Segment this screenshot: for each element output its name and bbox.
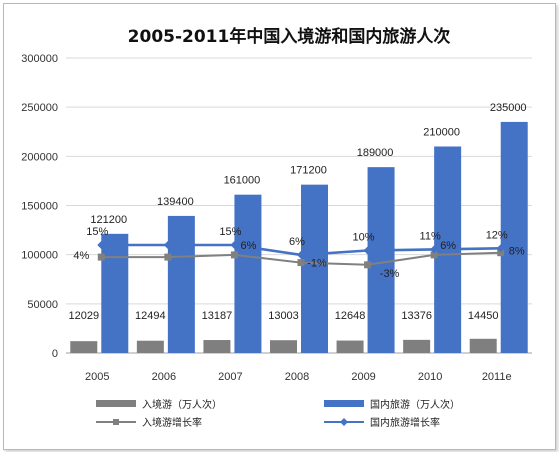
data-label-inbound-growth: 4% [73,250,89,262]
data-label-domestic-growth: 6% [289,236,305,248]
x-tick-label: 2006 [152,371,176,383]
bar-domestic [367,167,395,353]
data-label-inbound: 12648 [335,310,366,322]
bar-inbound [270,340,297,353]
x-tick-label: 2005 [85,371,109,383]
x-tick-label: 2010 [418,371,442,383]
y-tick-label: 50000 [27,299,58,311]
marker-domestic-growth [97,241,106,249]
data-label-inbound: 14450 [468,310,499,322]
marker-domestic-growth [163,241,172,249]
data-label-domestic: 171200 [290,165,327,177]
bar-inbound [469,338,497,353]
growth-lines [97,241,505,269]
gridlines [66,57,532,354]
legend-swatch [324,400,364,407]
data-label-domestic: 139400 [157,196,194,208]
chart-frame: 2005-2011年中国入境游和国内旅游人次 0 50000 100000 15000… [3,3,556,450]
x-tick-label: 2007 [218,371,242,383]
data-label-inbound-growth: 6% [440,240,456,252]
data-label-domestic: 210000 [423,127,460,139]
marker-domestic-growth [230,241,239,249]
data-label-inbound-growth: -3% [380,268,400,280]
data-label-domestic-growth: 12% [486,229,508,241]
data-label-domestic-growth: 15% [86,226,108,238]
data-label-domestic-growth: 15% [219,226,241,238]
marker-inbound-growth [364,261,372,269]
data-label-domestic: 189000 [357,147,394,159]
data-labels: 12029 121200 12494 139400 13187 161000 13003 17… [68,102,526,322]
bar-inbound [336,340,364,353]
data-label-inbound-growth: 8% [509,246,525,258]
bar-domestic [234,194,262,353]
marker-inbound-growth [297,259,305,267]
marker-inbound-growth [430,251,438,259]
x-axis: 2005 2006 2007 2008 2009 2010 2011e [85,371,512,383]
legend-swatch [96,400,136,407]
bar-domestic [500,121,528,354]
bar-inbound [70,341,98,353]
bar-domestic [301,184,328,353]
legend-label: 入境游增长率 [142,416,202,429]
data-label-domestic-growth: 11% [420,230,441,242]
legend: 入境游（万人次） 国内旅游（万人次） 入境游增长率 国内旅游增长率 [96,398,460,429]
bar-inbound [203,340,231,353]
data-label-inbound: 12029 [68,310,99,322]
data-label-inbound: 13187 [202,310,233,322]
marker-domestic-growth [363,246,372,255]
data-label-inbound: 13003 [268,310,299,322]
legend-label: 国内旅游（万人次） [370,398,460,411]
bar-inbound [136,340,164,353]
bars [70,121,528,354]
y-tick-label: 250000 [21,102,58,114]
data-label-domestic: 121200 [90,214,127,226]
y-tick-label: 100000 [21,250,58,262]
marker-inbound-growth [97,253,105,261]
y-tick-label: 300000 [21,53,58,65]
legend-marker [113,419,119,425]
y-tick-label: 200000 [21,151,58,163]
y-axis: 0 50000 100000 150000 200000 250000 300000 [21,53,58,360]
data-label-inbound: 12494 [135,310,166,322]
data-label-domestic: 161000 [224,175,261,187]
x-tick-label: 2009 [351,371,375,383]
bar-inbound [403,339,431,353]
marker-inbound-growth [497,249,505,257]
x-tick-label: 2011e [482,371,512,383]
marker-inbound-growth [164,253,172,261]
data-label-inbound-growth: -1% [307,258,327,270]
y-tick-label: 150000 [21,201,58,213]
chart-svg: 2005-2011年中国入境游和国内旅游人次 0 50000 100000 15000… [21,26,532,429]
marker-inbound-growth [230,251,238,259]
y-tick-label: 0 [52,348,58,360]
data-label-inbound-growth: 6% [240,240,256,252]
bar-domestic [101,233,129,353]
data-label-inbound: 13376 [401,310,432,322]
bar-domestic [167,215,195,353]
legend-label: 入境游（万人次） [142,398,222,411]
legend-label: 国内旅游增长率 [370,416,440,429]
x-tick-label: 2008 [285,371,309,383]
marker-domestic-growth [297,250,305,259]
marker-domestic-growth [496,244,505,253]
marker-domestic-growth [430,245,439,254]
data-label-domestic: 235000 [490,102,527,114]
legend-marker [340,418,348,426]
data-label-domestic-growth: 10% [353,232,375,244]
chart-title: 2005-2011年中国入境游和国内旅游人次 [128,26,451,47]
